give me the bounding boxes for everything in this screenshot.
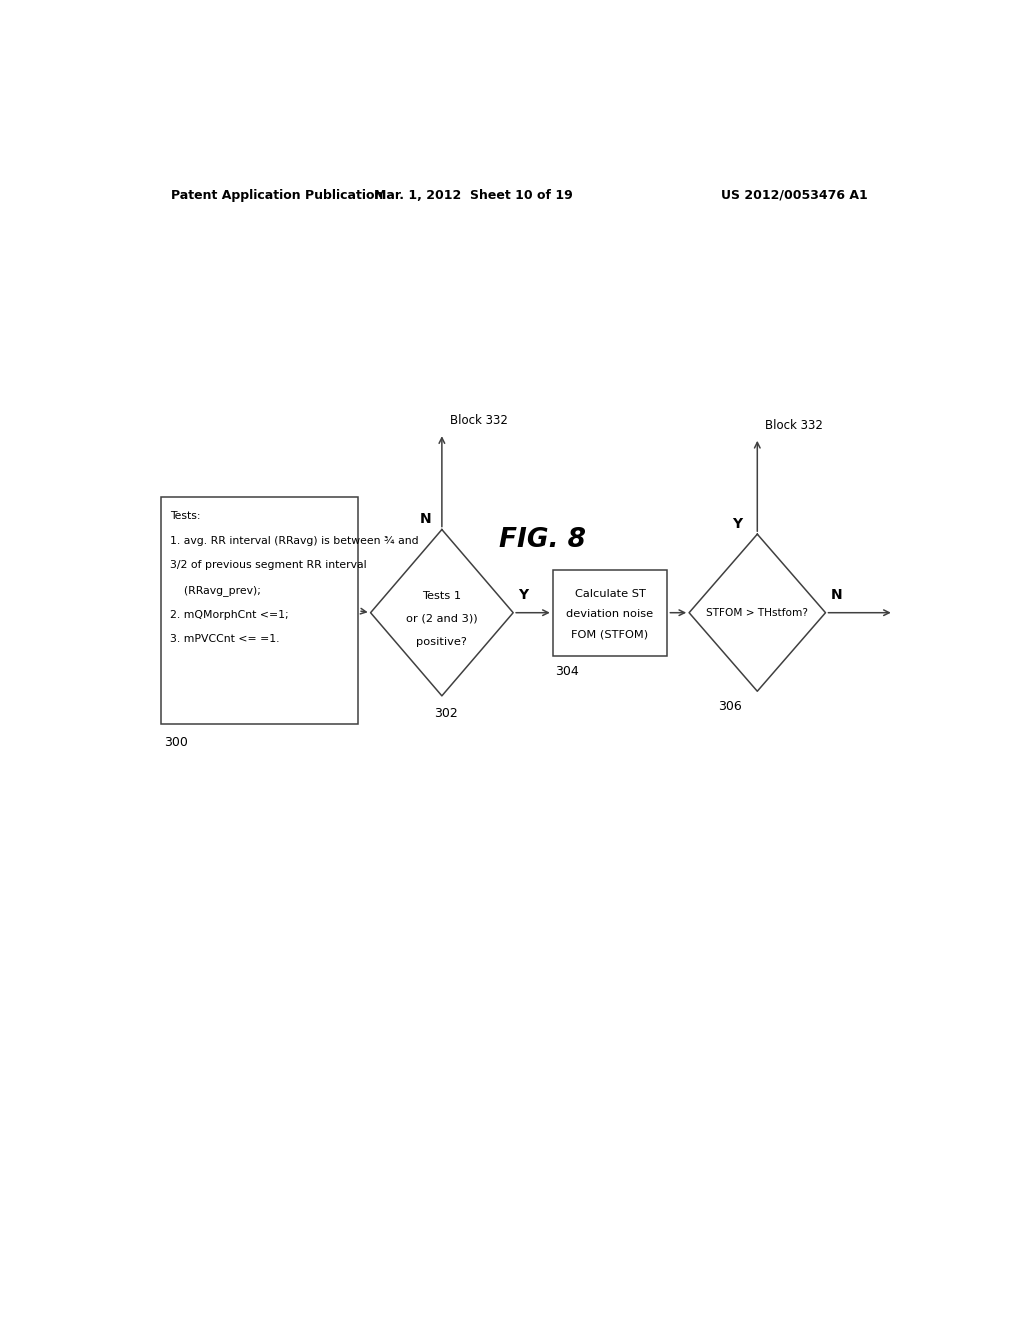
Text: 306: 306 (719, 701, 742, 714)
Text: Block 332: Block 332 (450, 414, 508, 428)
Text: Mar. 1, 2012  Sheet 10 of 19: Mar. 1, 2012 Sheet 10 of 19 (374, 189, 572, 202)
Text: 1. avg. RR interval (RRavg) is between ¾ and: 1. avg. RR interval (RRavg) is between ¾… (170, 536, 419, 545)
Text: 304: 304 (555, 665, 579, 678)
Text: STFOM > THstfom?: STFOM > THstfom? (707, 607, 808, 618)
Text: 302: 302 (434, 708, 458, 721)
Text: US 2012/0053476 A1: US 2012/0053476 A1 (721, 189, 868, 202)
Text: FIG. 8: FIG. 8 (499, 527, 586, 553)
Text: Block 332: Block 332 (765, 418, 823, 432)
Text: Patent Application Publication: Patent Application Publication (171, 189, 383, 202)
Text: 3/2 of previous segment RR interval: 3/2 of previous segment RR interval (170, 560, 367, 570)
Text: Calculate ST: Calculate ST (574, 589, 645, 599)
Bar (553, 570, 668, 656)
Text: 2. mQMorphCnt <=1;: 2. mQMorphCnt <=1; (170, 610, 289, 619)
Text: deviation noise: deviation noise (566, 610, 653, 619)
Text: N: N (420, 512, 432, 527)
Bar (161, 498, 358, 725)
Text: (RRavg_prev);: (RRavg_prev); (170, 585, 261, 595)
Text: Tests:: Tests: (170, 511, 201, 521)
Text: N: N (830, 587, 843, 602)
Text: Tests 1: Tests 1 (422, 591, 462, 601)
Text: or (2 and 3)): or (2 and 3)) (407, 614, 477, 624)
Text: FOM (STFOM): FOM (STFOM) (571, 630, 648, 639)
Text: Y: Y (732, 517, 742, 531)
Text: 3. mPVCCnt <= =1.: 3. mPVCCnt <= =1. (170, 635, 280, 644)
Text: 300: 300 (165, 737, 188, 748)
Text: positive?: positive? (417, 638, 467, 647)
Text: Y: Y (518, 587, 528, 602)
